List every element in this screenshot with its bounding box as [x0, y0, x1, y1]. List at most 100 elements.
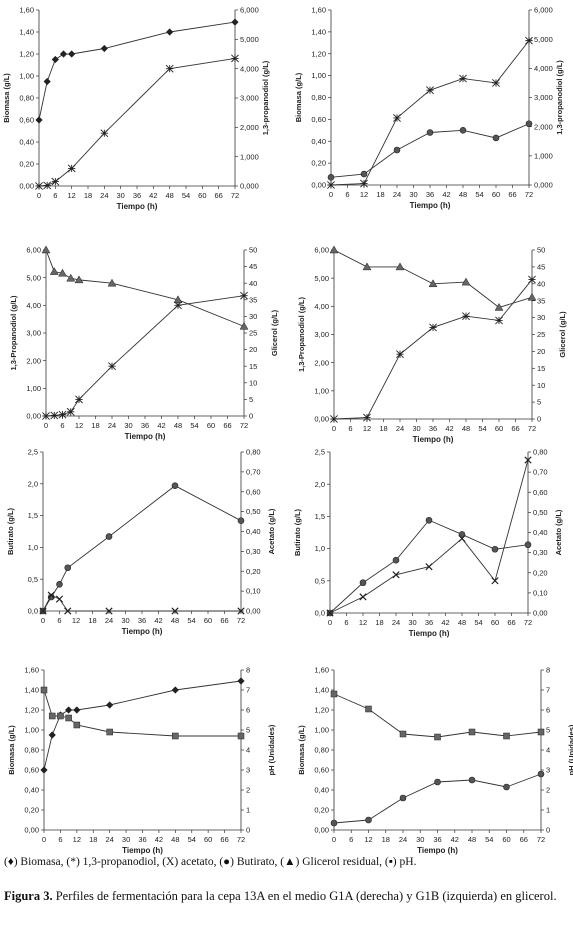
- y-tick-label-left: 2,00: [26, 356, 41, 365]
- y-tick-label-right: 1,000: [534, 151, 553, 160]
- y-tick-label-left: 1,00: [24, 726, 39, 735]
- y-tick-label-right: 0: [246, 826, 250, 835]
- y-tick-label-right: 30: [249, 312, 257, 321]
- x-tick-label: 24: [393, 190, 401, 199]
- y-tick-label-left: 1,60: [314, 666, 329, 675]
- y-tick-label-right: 5,000: [534, 35, 553, 44]
- y-tick-label-right: 40: [537, 279, 545, 288]
- x-tick-label: 54: [475, 190, 483, 199]
- x-tick-label: 54: [182, 191, 190, 200]
- y-tick-label-right: 7: [546, 686, 550, 695]
- square-marker: [365, 705, 372, 713]
- x-marker: [524, 456, 532, 464]
- y-tick-label-left: 0,20: [24, 806, 39, 815]
- circle-marker: [434, 778, 441, 786]
- square-marker: [40, 686, 48, 694]
- x-tick-label: 48: [171, 835, 179, 844]
- diamond-marker: [166, 28, 174, 36]
- circle-marker: [365, 816, 372, 824]
- circle-marker: [359, 579, 367, 587]
- x-tick-label: 0: [44, 421, 48, 430]
- diamond-marker: [43, 77, 51, 86]
- x-tick-label: 72: [528, 424, 536, 433]
- x-tick-label: 6: [53, 191, 57, 200]
- y-axis-label-left: Butirato (g/L): [6, 507, 15, 555]
- square-marker: [172, 732, 179, 740]
- chart-4: 0 6 12 18 24 30 36 42 48 54 60 66 72 Tiempo (h) 0,00 1,…: [297, 245, 567, 444]
- x-marker: [491, 577, 499, 585]
- triangle-marker: [49, 267, 59, 275]
- y-tick-label-right: 0,70: [246, 467, 261, 476]
- y-axis-label-right: pH (Unidades): [567, 724, 573, 775]
- y-axis-label-right: 1,3-propanodiol (g/L): [261, 60, 270, 135]
- y-tick-label-left: 1,5: [315, 512, 325, 521]
- star-marker: [426, 86, 434, 95]
- x-tick-label: 66: [223, 421, 231, 430]
- diamond-marker: [100, 44, 108, 53]
- y-tick-label-left: 4,00: [314, 302, 329, 311]
- y-tick-label-right: 5: [246, 726, 250, 735]
- x-tick-label: 72: [525, 190, 533, 199]
- x-tick-label: 12: [360, 190, 368, 199]
- x-tick-label: 6: [60, 421, 64, 430]
- y-tick-label-left: 0,00: [24, 826, 39, 835]
- y-tick-label-right: 8: [546, 666, 550, 675]
- x-tick-label: 66: [214, 191, 222, 200]
- circle-marker: [525, 120, 533, 128]
- series-line-2: [38, 57, 236, 187]
- y-tick-label-left: 3,00: [26, 329, 41, 338]
- x-tick-label: 12: [73, 835, 81, 844]
- y-tick-label-right: 0,50: [533, 508, 548, 517]
- x-tick-label: 6: [348, 424, 352, 433]
- chart-5: 0 6 12 18 24 30 36 42 48 54 60 66 72 Tiempo (h) 0,0 0,5…: [6, 448, 276, 636]
- circle-marker: [459, 127, 467, 134]
- triangle-marker: [58, 268, 67, 277]
- triangle-marker: [107, 278, 117, 287]
- x-tick-label: 12: [75, 421, 83, 430]
- y-tick-label-left: 2,00: [314, 358, 329, 367]
- x-tick-label: 42: [442, 190, 450, 199]
- x-axis-label: Tiempo (h): [122, 846, 163, 855]
- x-tick-label: 18: [379, 424, 387, 433]
- x-axis-label: Tiempo (h): [122, 627, 163, 636]
- y-tick-label-right: 10: [249, 378, 257, 387]
- y-tick-label-right: 0,10: [533, 588, 548, 597]
- y-tick-label-right: 0,30: [533, 548, 548, 557]
- x-tick-label: 6: [349, 835, 353, 844]
- x-tick-label: 30: [416, 835, 424, 844]
- diamond-marker: [35, 116, 43, 124]
- y-tick-label-right: 0,40: [246, 527, 261, 536]
- y-tick-label-left: 0,80: [19, 94, 34, 103]
- y-tick-label-left: 1,00: [26, 384, 41, 393]
- y-tick-label-right: 1: [546, 806, 550, 815]
- star-marker: [360, 179, 368, 188]
- circle-marker: [458, 531, 466, 538]
- x-tick-label: 72: [524, 618, 532, 627]
- circle-marker: [393, 146, 401, 154]
- star-marker: [459, 74, 467, 83]
- diamond-marker: [171, 686, 179, 694]
- x-tick-label: 66: [520, 835, 528, 844]
- x-tick-label: 30: [412, 424, 420, 433]
- star-marker: [50, 411, 59, 420]
- x-tick-label: 30: [121, 616, 129, 625]
- x-tick-label: 36: [426, 190, 434, 199]
- y-axis-label-right: Acetato (g/L): [554, 509, 563, 555]
- y-tick-label-left: 1,5: [28, 511, 38, 520]
- y-tick-label-right: 2,000: [240, 123, 259, 132]
- x-tick-label: 54: [478, 424, 486, 433]
- square-marker: [65, 714, 72, 722]
- y-tick-label-left: 0,80: [311, 93, 326, 102]
- y-tick-label-left: 0,00: [314, 826, 329, 835]
- x-tick-label: 42: [149, 191, 157, 200]
- y-tick-label-left: 0,20: [314, 806, 329, 815]
- y-tick-label-right: 0,60: [246, 487, 261, 496]
- circle-marker: [426, 129, 434, 136]
- x-tick-label: 0: [329, 190, 333, 199]
- x-tick-label: 60: [204, 835, 212, 844]
- x-tick-label: 66: [220, 616, 228, 625]
- x-axis-label: Tiempo (h): [125, 432, 166, 441]
- y-tick-label-right: 6: [546, 706, 550, 715]
- y-tick-label-left: 0,00: [314, 415, 329, 424]
